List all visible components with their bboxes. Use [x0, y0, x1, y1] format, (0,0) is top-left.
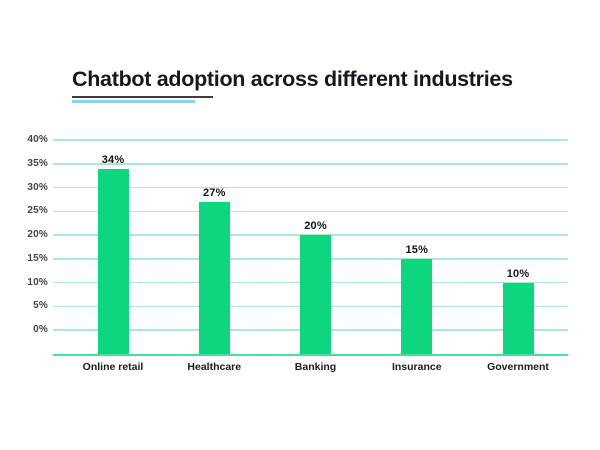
x-axis-label-insurance: Insurance [391, 361, 442, 373]
bar-insurance [401, 258, 433, 355]
value-label-healthcare: 27% [202, 186, 226, 199]
x-axis-label-government: Government [487, 361, 549, 373]
y-axis-tick-label: 10% [27, 276, 48, 288]
bar-online-retail [97, 168, 129, 355]
x-axis-label-banking: Banking [294, 361, 337, 373]
x-axis-label-online-retail: Online retail [82, 361, 144, 373]
title-underline-blue [72, 100, 195, 103]
y-axis-tick-label: 35% [27, 157, 48, 169]
x-axis-label-healthcare: Healthcare [187, 361, 242, 373]
y-axis-tick-label: 5% [33, 300, 48, 312]
chart-title: Chatbot adoption across different indust… [72, 67, 513, 91]
gridline-35pct [53, 163, 568, 165]
value-label-government: 10% [506, 267, 530, 280]
bar-government [502, 282, 534, 355]
x-axis-line [53, 354, 568, 356]
gridline-30pct [53, 186, 568, 189]
y-axis-tick-label: 20% [27, 229, 48, 240]
y-axis-tick-label: 40% [27, 134, 48, 145]
value-label-banking: 20% [304, 220, 327, 232]
bar-banking [300, 235, 331, 355]
y-axis-tick-label: 25% [27, 205, 48, 217]
y-axis-tick-label: 15% [27, 252, 48, 264]
gridline-40pct [53, 139, 568, 141]
value-label-insurance: 15% [405, 243, 429, 256]
title-underline-dark [72, 96, 213, 98]
y-axis-tick-label: 0% [33, 324, 48, 335]
bar-healthcare [198, 201, 230, 355]
value-label-online-retail: 34% [101, 153, 125, 166]
gridline-25pct [53, 210, 568, 212]
y-axis-tick-label: 30% [27, 181, 48, 193]
